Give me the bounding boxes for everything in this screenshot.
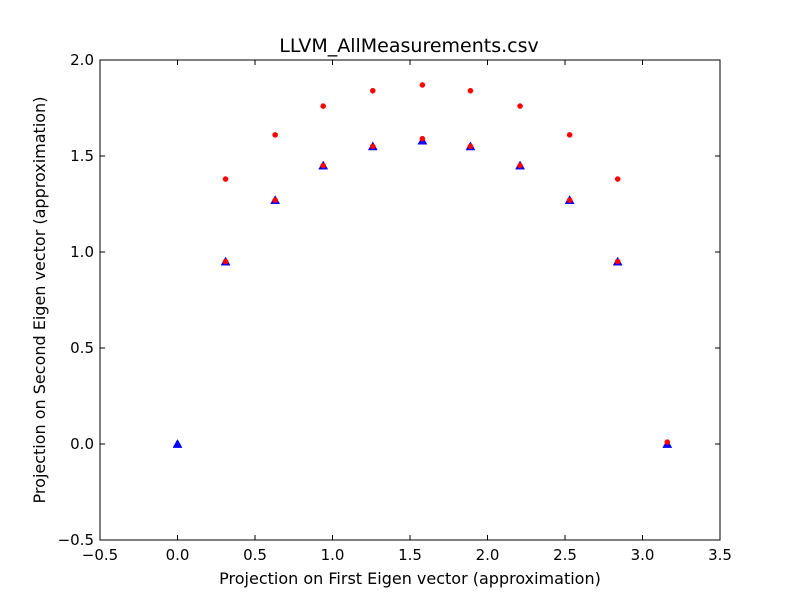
y-tick-label: 1.5	[70, 147, 94, 165]
y-tick-label: 0.5	[70, 339, 94, 357]
data-point-circle	[222, 258, 229, 265]
y-tick-label: 0.0	[70, 435, 94, 453]
data-point-circle	[272, 197, 278, 203]
data-point-circle	[222, 176, 229, 182]
data-point-circle	[614, 258, 621, 265]
data-point-circle	[517, 162, 523, 169]
x-tick-label: 1.5	[398, 546, 422, 564]
x-tick-label: 3.0	[631, 546, 655, 564]
data-point-circle	[369, 143, 376, 150]
chart-title: LLVM_AllMeasurements.csv	[279, 35, 539, 57]
data-point-circle	[467, 143, 474, 150]
y-axis-label: Projection on Second Eigen vector (appro…	[30, 97, 49, 504]
data-point-triangle	[172, 438, 183, 448]
plot-frame	[99, 59, 721, 541]
x-tick-label: 2.0	[476, 546, 500, 564]
data-point-circle	[320, 103, 327, 109]
data-point-circle	[664, 439, 671, 445]
x-tick-label: 0.0	[166, 546, 190, 564]
x-tick-label: 0.5	[243, 546, 267, 564]
data-point-circle	[614, 176, 621, 182]
data-point-circle	[419, 82, 426, 88]
data-point-circle	[566, 132, 573, 138]
x-tick-label: 1.0	[321, 546, 345, 564]
x-tick-label: 2.5	[553, 546, 577, 564]
x-axis-label: Projection on First Eigen vector (approx…	[219, 569, 601, 588]
data-point-circle	[419, 135, 426, 142]
data-point-circle	[566, 197, 573, 203]
data-point-circle	[272, 132, 278, 138]
data-point-circle	[467, 87, 474, 94]
data-point-circle	[320, 162, 327, 169]
y-tick-label: −0.5	[58, 531, 94, 549]
x-tick-label: −0.5	[82, 546, 118, 564]
y-tick-label: 1.0	[70, 243, 94, 261]
x-tick-label: 3.5	[708, 546, 732, 564]
axis-ticks: −0.5 0.0 0.5 1.0 1.5 2.0 2.5 3.0 3.5 −0.5 0.0 0.5 1.…	[58, 51, 732, 564]
data-point-circle	[517, 103, 523, 109]
y-tick-label: 2.0	[70, 51, 94, 69]
data-point-circle	[369, 87, 376, 94]
data-points	[172, 82, 673, 448]
